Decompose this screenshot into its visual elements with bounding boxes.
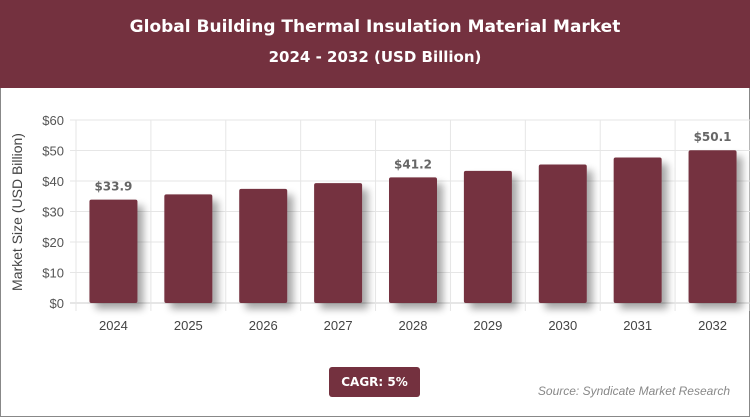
bar-2025 [164, 194, 213, 303]
x-tick-label: 2027 [324, 318, 353, 333]
x-tick-label: 2025 [174, 318, 203, 333]
bar-2028 [389, 177, 437, 303]
y-tick-label: $50 [42, 144, 64, 159]
data-label: $33.9 [94, 180, 132, 194]
bar-2026 [239, 188, 288, 303]
y-tick-label: $40 [42, 174, 64, 189]
chart-title: Global Building Thermal Insulation Mater… [129, 17, 621, 37]
x-tick-label: 2030 [548, 318, 577, 333]
bar-2024 [89, 199, 138, 303]
data-label: $50.1 [694, 130, 732, 144]
y-tick-label: $20 [42, 235, 64, 250]
cagr-badge: CAGR: 5% [329, 367, 420, 397]
bar-2031 [613, 157, 662, 303]
y-tick-label: $30 [42, 205, 64, 220]
bar-2027 [314, 183, 363, 303]
x-tick-label: 2024 [99, 318, 128, 333]
source-note: Source: Syndicate Market Research [537, 384, 730, 398]
data-label: $41.2 [394, 157, 432, 171]
y-tick-label: $60 [42, 113, 64, 128]
y-tick-label: $0 [50, 296, 64, 311]
chart-header: Global Building Thermal Insulation Mater… [0, 0, 750, 88]
x-tick-label: 2031 [623, 318, 652, 333]
y-tick-label: $10 [42, 266, 64, 281]
chart-subtitle: 2024 - 2032 (USD Billion) [268, 48, 482, 66]
bar-2032 [688, 150, 737, 303]
x-tick-label: 2032 [698, 318, 727, 333]
bar-2030 [538, 164, 587, 303]
x-tick-label: 2026 [249, 318, 278, 333]
x-tick-label: 2028 [399, 318, 428, 333]
x-tick-label: 2029 [473, 318, 502, 333]
bar-2029 [463, 170, 512, 303]
y-axis-label: Market Size (USD Billion) [9, 133, 25, 291]
